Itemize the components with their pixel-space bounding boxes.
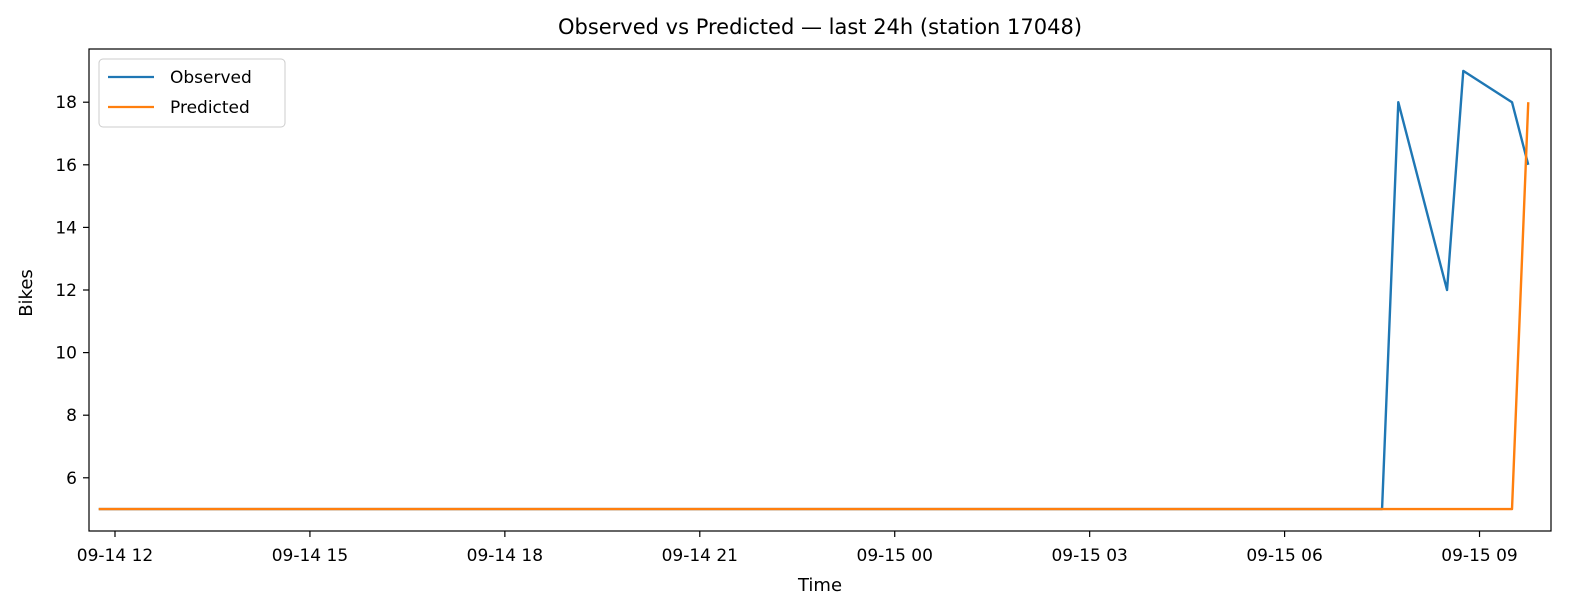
- legend: Observed Predicted: [98, 58, 286, 128]
- x-tick-label: 09-14 12: [77, 546, 153, 566]
- x-tick-label: 09-14 15: [272, 546, 348, 566]
- y-axis-title: Bikes: [16, 269, 37, 317]
- y-tick-label: 14: [55, 218, 77, 238]
- plot-area-frame: [88, 48, 1552, 532]
- legend-label-observed: Observed: [170, 68, 252, 88]
- x-tick-label: 09-14 21: [662, 546, 738, 566]
- x-axis-title: Time: [797, 575, 842, 596]
- series-layer: [98, 69, 1530, 511]
- y-tick-label: 16: [55, 156, 77, 176]
- series-line-predicted: [98, 102, 1530, 511]
- legend-label-predicted: Predicted: [170, 98, 250, 118]
- x-tick-label: 09-14 18: [467, 546, 543, 566]
- y-tick-label: 10: [55, 344, 77, 364]
- x-tick-label: 09-15 00: [857, 546, 933, 566]
- x-tick-label: 09-15 03: [1051, 546, 1127, 566]
- y-axis: 6 8 10 12 14 16 18: [55, 93, 89, 489]
- y-tick-label: 8: [66, 406, 77, 426]
- x-tick-label: 09-15 06: [1246, 546, 1322, 566]
- x-tick-label: 09-15 09: [1441, 546, 1517, 566]
- y-tick-label: 18: [55, 93, 77, 113]
- x-axis: 09-14 12 09-14 15 09-14 18 09-14 21 09-15 00…: [77, 531, 1518, 566]
- series-line-observed: [98, 69, 1530, 511]
- y-tick-label: 6: [66, 469, 77, 489]
- y-tick-label: 12: [55, 281, 77, 301]
- chart-title: Observed vs Predicted — last 24h (statio…: [558, 15, 1082, 39]
